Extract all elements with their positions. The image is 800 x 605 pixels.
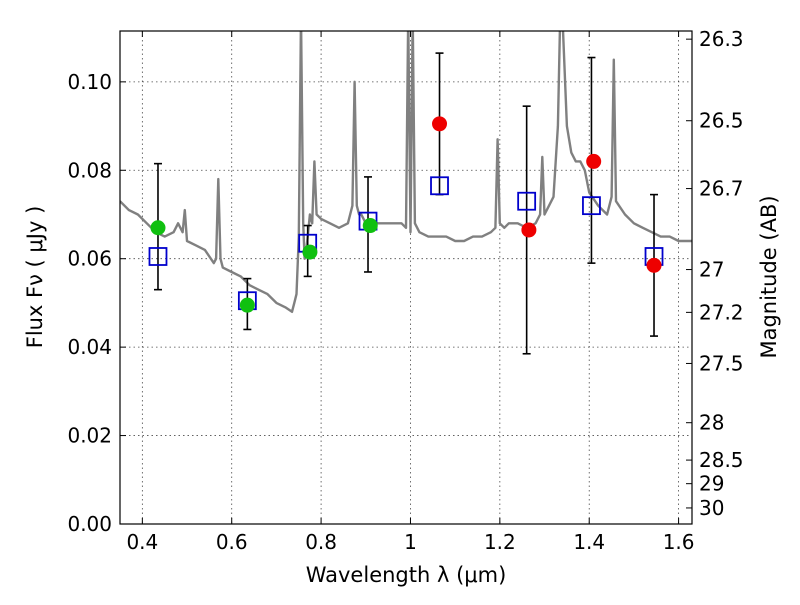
axis-layer: 0.4 0.6 0.8 1 1.2 1.4 1.6 0.00 0.02 0.04 0.06 0.08 0… [67,27,743,554]
observed-circle-point [521,222,537,238]
model-square-point [430,176,449,196]
y2-tick-label: 30 [699,496,724,520]
y2-axis-label: Magnitude (AB) [757,195,781,358]
y-tick-label: 0.08 [67,158,112,182]
x-tick-label: 0.8 [305,530,337,554]
x-tick-label: 1 [404,530,417,554]
x-axis-label: Wavelength λ (μm) [306,563,507,587]
x-tick-label: 1.6 [663,530,695,554]
y-tick-label: 0.10 [67,70,112,94]
grid-layer [120,31,692,525]
observed-circle-point [150,220,166,236]
x-tick-label: 0.4 [126,530,158,554]
observed-circle-point [302,244,318,260]
y-tick-label: 0.04 [67,335,112,359]
plot-frame [119,30,693,525]
plot-layer [120,31,692,355]
y2-tick-label: 28.5 [699,448,744,472]
x-tick-label: 0.6 [216,530,248,554]
observed-circle-point [646,257,662,273]
x-tick-label: 1.2 [484,530,516,554]
spectrum-line [120,31,692,313]
observed-circle-point [432,116,448,132]
model-square-point [517,191,537,211]
y-axis-label: Flux Fν ( μJy ) [23,206,47,349]
model-square-point [148,247,168,266]
y2-tick-label: 26.7 [699,177,744,201]
y2-tick-label: 27.2 [699,300,744,324]
y-tick-label: 0.00 [67,512,112,536]
observed-circle-point [586,153,602,169]
y2-tick-label: 26.5 [699,109,744,133]
y-tick-label: 0.06 [67,247,112,271]
y2-tick-label: 28 [699,411,724,435]
observed-circle-point [362,218,378,234]
observed-circle-point [239,297,255,313]
y2-tick-label: 26.3 [699,27,744,51]
y2-tick-label: 27 [699,258,724,282]
y2-tick-label: 27.5 [699,351,744,375]
y-tick-label: 0.02 [67,424,112,448]
model-square-point [582,196,601,216]
x-tick-label: 1.4 [573,530,605,554]
y2-tick-label: 29 [699,472,724,496]
